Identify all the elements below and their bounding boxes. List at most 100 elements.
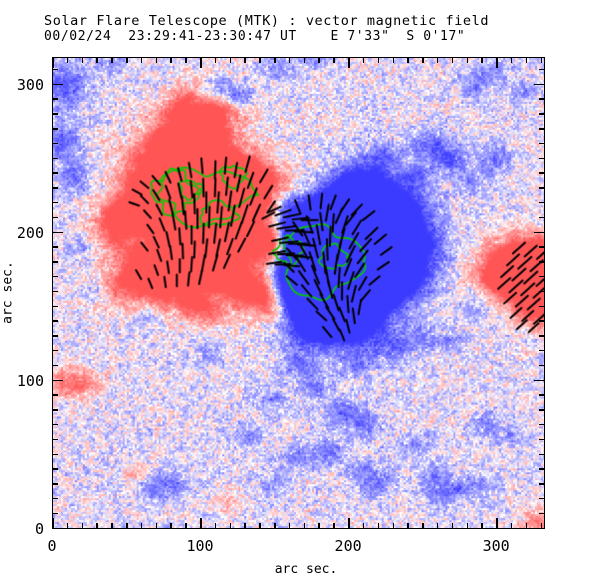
y-tick-label: 200 [16, 224, 44, 243]
x-tick-label: 100 [186, 537, 214, 555]
y-minor-tick-right [539, 216, 545, 219]
y-minor-tick-right [539, 275, 545, 278]
y-minor-tick-right [539, 68, 545, 71]
y-minor-tick-right [539, 113, 545, 115]
x-minor-tick [362, 523, 365, 529]
x-minor-tick-top [481, 57, 483, 63]
x-minor-tick-top [155, 57, 158, 63]
y-minor-tick [52, 512, 58, 515]
x-minor-tick-top [407, 57, 409, 63]
y-minor-tick [52, 320, 58, 322]
x-minor-tick [81, 523, 84, 529]
y-minor-tick-right [539, 142, 545, 145]
x-minor-tick-top [540, 57, 543, 63]
x-minor-tick [525, 523, 528, 529]
x-minor-tick [185, 523, 187, 529]
y-minor-tick [52, 142, 58, 145]
y-minor-tick-right [539, 335, 545, 337]
x-minor-tick-top [436, 57, 439, 63]
y-minor-tick [52, 261, 58, 263]
x-minor-tick [214, 523, 217, 529]
x-minor-tick [377, 523, 380, 529]
y-major-tick [52, 379, 63, 382]
x-major-tick-top [496, 57, 498, 68]
x-minor-tick-top [466, 57, 469, 63]
y-tick-label: 100 [16, 372, 44, 391]
y-major-tick-right [534, 231, 545, 234]
x-minor-tick-top [111, 57, 113, 63]
x-minor-tick [333, 523, 335, 529]
x-minor-tick-top [81, 57, 84, 63]
y-minor-tick-right [539, 320, 545, 322]
x-minor-tick-top [362, 57, 365, 63]
y-axis-title: arc sec. [0, 261, 16, 324]
y-minor-tick-right [539, 128, 545, 130]
y-minor-tick [52, 68, 58, 71]
plot-area [52, 57, 545, 529]
y-minor-tick [52, 423, 58, 426]
y-minor-tick-right [539, 157, 545, 160]
x-minor-tick-top [140, 57, 143, 63]
x-minor-tick-top [274, 57, 276, 63]
x-minor-tick-top [422, 57, 424, 63]
x-minor-tick-top [96, 57, 98, 63]
y-minor-tick [52, 409, 58, 411]
y-major-tick-right [534, 83, 545, 86]
x-minor-tick [229, 523, 232, 529]
y-minor-tick [52, 349, 58, 352]
x-minor-tick [155, 523, 158, 529]
x-minor-tick-top [318, 57, 320, 63]
x-minor-tick-top [244, 57, 246, 63]
x-minor-tick [111, 523, 113, 529]
y-minor-tick [52, 172, 58, 174]
x-major-tick [200, 518, 202, 529]
x-major-tick-top [200, 57, 202, 68]
x-minor-tick-top [333, 57, 335, 63]
x-minor-tick [422, 523, 424, 529]
y-minor-tick-right [539, 172, 545, 174]
y-minor-tick [52, 187, 58, 189]
x-minor-tick-top [185, 57, 187, 63]
y-minor-tick-right [539, 201, 545, 204]
y-minor-tick-right [539, 497, 545, 500]
y-tick-label: 0 [34, 520, 44, 538]
contour-and-vector-overlay [53, 58, 544, 528]
y-tick-label: 300 [16, 76, 44, 95]
x-minor-tick-top [510, 57, 513, 63]
y-minor-tick-right [539, 261, 545, 263]
y-major-tick-right [534, 379, 545, 382]
x-major-tick [496, 518, 498, 529]
y-minor-tick-right [539, 349, 545, 352]
figure-title-line-2: 00/02/24 23:29:41-23:30:47 UT E 7'33" S … [44, 29, 466, 44]
x-minor-tick-top [377, 57, 380, 63]
x-minor-tick [318, 523, 320, 529]
y-minor-tick [52, 98, 58, 100]
y-major-tick [52, 231, 63, 234]
y-minor-tick [52, 497, 58, 500]
x-minor-tick [481, 523, 483, 529]
x-minor-tick [259, 523, 261, 529]
y-minor-tick-right [539, 187, 545, 189]
x-minor-tick-top [214, 57, 217, 63]
x-minor-tick-top [229, 57, 232, 63]
y-minor-tick-right [539, 512, 545, 515]
figure-title-line-1: Solar Flare Telescope (MTK) : vector mag… [44, 13, 490, 29]
x-axis-title: arc sec. [274, 562, 338, 577]
y-minor-tick-right [539, 468, 545, 470]
x-major-tick-top [348, 57, 350, 68]
y-minor-tick [52, 453, 58, 456]
x-minor-tick-top [451, 57, 454, 63]
y-minor-tick [52, 201, 58, 204]
y-minor-tick-right [539, 290, 545, 293]
y-minor-tick-right [539, 305, 545, 308]
x-minor-tick [540, 523, 543, 529]
x-minor-tick [170, 523, 172, 529]
y-minor-tick [52, 305, 58, 308]
y-major-tick [52, 527, 63, 529]
x-minor-tick-top [170, 57, 172, 63]
x-minor-tick-top [259, 57, 261, 63]
y-minor-tick-right [539, 453, 545, 456]
y-minor-tick-right [539, 483, 545, 485]
x-minor-tick [510, 523, 513, 529]
